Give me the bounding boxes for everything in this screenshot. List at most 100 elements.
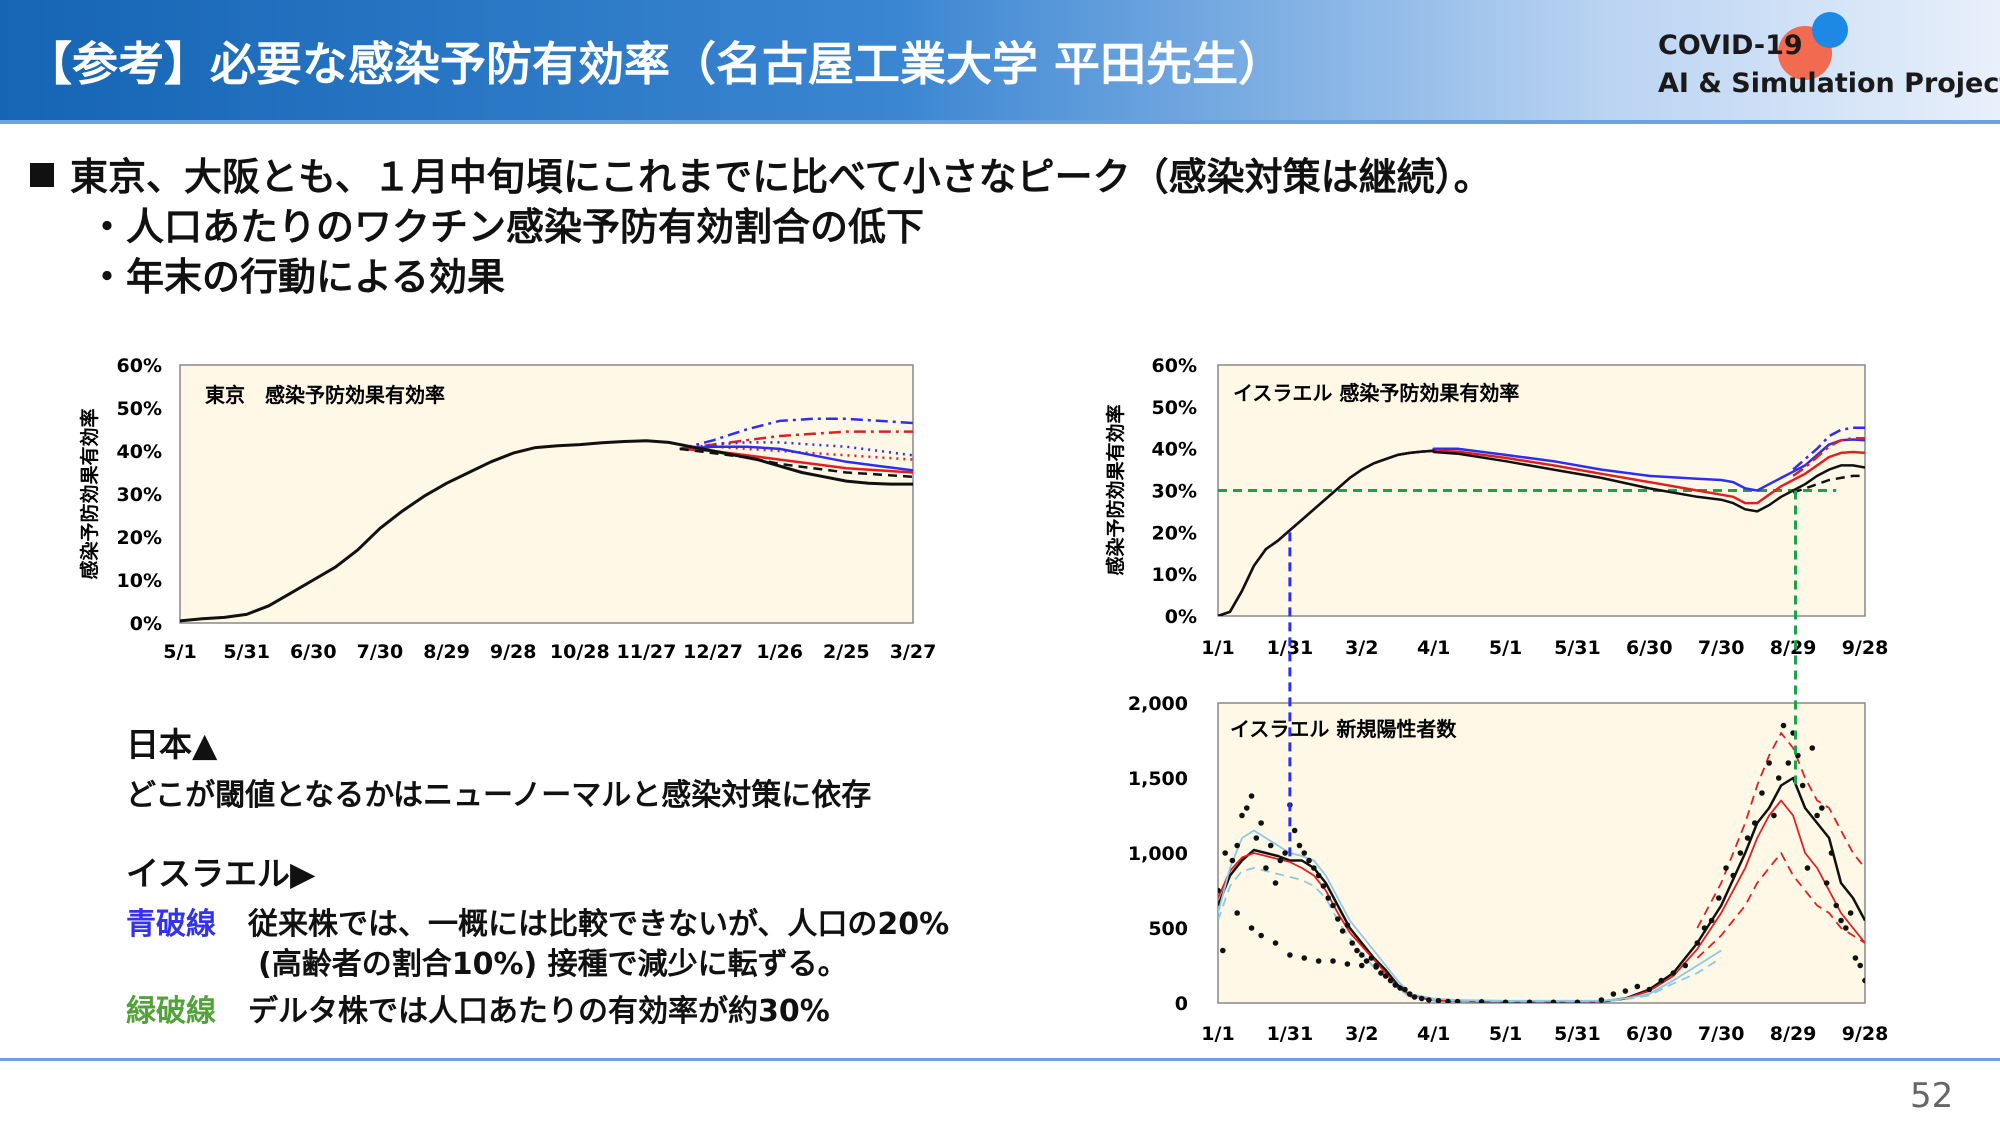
ic-scatter-point: [1737, 850, 1744, 856]
ic-scatter-point: [1658, 977, 1665, 984]
israel-efficacy-chart: イスラエル 感染予防効果有効率 感染予防効果有効率 0% 10% 20% 30% 40%…: [1104, 355, 1888, 659]
y-tick-label: 2,000: [1128, 693, 1188, 715]
ic-scatter-point: [1218, 887, 1221, 894]
ic-scatter-point: [1291, 827, 1298, 834]
ic-scatter-point: [1229, 857, 1236, 864]
ic-scatter-point: [1287, 952, 1293, 958]
ic-scatter-point: [1402, 986, 1408, 993]
ic-scatter-point: [1766, 760, 1772, 766]
bullet-main-text: 東京、大阪とも、１月中旬頃にこれまでに比べて小さなピーク（感染対策は継続）。: [70, 155, 1492, 199]
ic-scatter-point: [1418, 995, 1425, 1002]
x-tick-label: 5/1: [1489, 1023, 1522, 1045]
ic-scatter-point: [1634, 983, 1641, 990]
ic-scatter-point: [1234, 910, 1240, 916]
ic-scatter-point: [1344, 961, 1351, 967]
x-tick-label: 5/1: [1489, 637, 1522, 659]
ic-scatter-point: [1814, 812, 1820, 819]
ic-scatter-point: [1258, 820, 1264, 826]
ic-scatter-point: [1411, 994, 1418, 1000]
ie-series-line-5: [1792, 474, 1865, 494]
ic-scatter-point: [1751, 820, 1758, 826]
ic-scatter-point: [1315, 872, 1322, 879]
ic-scatter-point: [1320, 883, 1327, 889]
ic-scatter-point: [1574, 999, 1581, 1003]
tokyo-x-ticks: 5/1 5/31 6/30 7/30 8/29 9/28 10/28 11/27 12/27 1/…: [163, 641, 936, 663]
logo-text-line2: AI & Simulation Project: [1658, 68, 2000, 99]
ic-scatter-point: [1335, 916, 1341, 922]
israel-cases-x-ticks: 1/1 1/31 3/2 4/1 5/1 5/31 6/30 7/30 8/29 9/28: [1201, 1023, 1888, 1045]
tokyo-plot-area: [179, 364, 914, 624]
x-tick-label: 8/29: [423, 641, 470, 663]
ic-scatter-point: [1219, 947, 1226, 954]
x-tick-label: 9/28: [1842, 637, 1889, 659]
ic-scatter-point: [1454, 998, 1461, 1003]
ic-scatter-point: [1843, 925, 1849, 931]
ic-scatter-point: [1387, 977, 1394, 984]
y-tick-label: 0%: [1165, 606, 1197, 628]
y-tick-label: 50%: [1152, 397, 1197, 419]
israel-cases-series: [1218, 722, 1865, 1003]
y-tick-label: 1,000: [1128, 843, 1188, 865]
ic-scatter-point: [1301, 850, 1308, 856]
x-tick-label: 6/30: [1626, 1023, 1673, 1045]
tokyo-scenario-line-4: [679, 445, 913, 472]
tokyo-scenario-line-6: [679, 447, 913, 479]
ic-scatter-point: [1701, 925, 1708, 931]
bullet-sub-1: ・人口あたりのワクチン感染予防有効割合の低下: [88, 205, 925, 249]
ic-scatter-point: [1799, 782, 1806, 789]
ic-scatter-point: [1330, 958, 1336, 964]
threshold-markers: [1288, 490, 1798, 858]
x-tick-label: 3/2: [1345, 637, 1378, 659]
ic-scatter-point: [1828, 850, 1835, 856]
ic-scatter-point: [1243, 805, 1250, 811]
header-bar: 【参考】必要な感染予防有効率（名古屋工業大学 平田先生） COVID-19 AI…: [0, 0, 2000, 120]
x-tick-label: 3/2: [1345, 1023, 1378, 1045]
x-tick-label: 5/31: [1554, 1023, 1601, 1045]
ic-scatter-point: [1775, 775, 1782, 781]
ic-scatter-point: [1526, 999, 1533, 1003]
ic-scatter-point: [1296, 842, 1303, 849]
bullet-main: 東京、大阪とも、１月中旬頃にこれまでに比べて小さなピーク（感染対策は継続）。: [30, 146, 1492, 201]
ic-scatter-point: [1823, 880, 1830, 886]
ic-scatter-point: [1258, 932, 1264, 939]
ic-scatter-point: [1392, 982, 1399, 988]
tokyo-y-ticks: 0% 10% 20% 30% 40% 50% 60%: [117, 355, 162, 635]
ic-scatter-point: [1857, 962, 1864, 969]
y-tick-label: 20%: [117, 527, 162, 549]
x-tick-label: 9/28: [490, 641, 537, 663]
bullet-square-icon: [30, 163, 54, 187]
y-tick-label: 1,500: [1128, 768, 1188, 790]
israel-cases-title: イスラエル 新規陽性者数: [1230, 717, 1457, 741]
x-tick-label: 5/31: [1554, 637, 1601, 659]
ic-scatter-point: [1694, 940, 1701, 946]
x-tick-label: 1/26: [756, 641, 803, 663]
ic-scatter-point: [1277, 857, 1284, 864]
x-tick-label: 6/30: [1626, 637, 1673, 659]
green-dashed-label: 緑破線: [126, 994, 216, 1029]
ic-scatter-point: [1306, 857, 1312, 864]
ic-scatter-point: [1397, 985, 1403, 991]
ic-scatter-point: [1349, 940, 1355, 946]
tokyo-scenario-line-1: [679, 430, 913, 451]
ic-scatter-point: [1315, 958, 1322, 964]
ie-series-line-4: [1218, 449, 1865, 616]
israel-efficacy-title: イスラエル 感染予防効果有効率: [1233, 381, 1519, 405]
ic-scatter-point: [1354, 947, 1360, 954]
ic-scatter-point: [1862, 977, 1865, 984]
ic-scatter-point: [1282, 850, 1288, 856]
ic-scatter-point: [1833, 902, 1840, 909]
y-tick-label: 0: [1175, 993, 1188, 1015]
ic-scatter-point: [1311, 865, 1317, 871]
y-tick-label: 30%: [117, 484, 162, 506]
ic-scatter-point: [1368, 955, 1375, 961]
header-divider: [0, 120, 2000, 124]
x-tick-label: 9/28: [1842, 1023, 1889, 1045]
ic-scatter-point: [1852, 955, 1859, 961]
ic-scatter-point: [1809, 745, 1816, 751]
ic-series-upper: [1696, 732, 1865, 929]
ic-scatter-point: [1363, 958, 1370, 964]
israel-efficacy-series: [1218, 426, 1865, 616]
x-tick-label: 7/30: [357, 641, 404, 663]
ic-scatter-point: [1330, 902, 1336, 909]
